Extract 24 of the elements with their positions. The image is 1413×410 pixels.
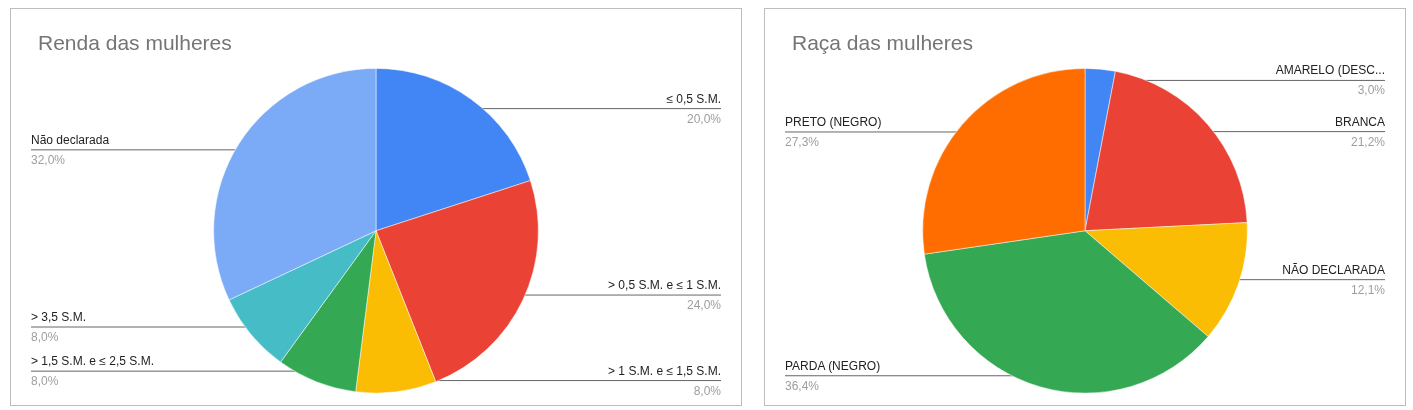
slice-label: AMARELO (DESC...	[1275, 63, 1385, 78]
data-label: 12,1%	[1350, 282, 1386, 297]
chart-title: Renda das mulheres	[38, 31, 232, 54]
slice-label: > 3,5 S.M.	[31, 310, 87, 325]
slice-label: ≤ 0,5 S.M.	[666, 91, 721, 106]
slice-label: Não declarada	[31, 132, 110, 147]
slice-label: > 0,5 S.M. e ≤ 1 S.M.	[608, 278, 721, 293]
slice-label: > 1 S.M. e ≤ 1,5 S.M.	[608, 363, 721, 378]
slice-label: BRANCA	[1334, 114, 1385, 129]
data-label: 8,0%	[31, 330, 59, 345]
data-label: 8,0%	[693, 383, 722, 398]
slice-label: > 1,5 S.M. e ≤ 2,5 S.M.	[31, 354, 154, 369]
data-label: 20,0%	[686, 111, 722, 126]
data-label: 21,2%	[1350, 134, 1386, 149]
slice-label: PARDA (NEGRO)	[785, 358, 881, 373]
data-label: 27,3%	[785, 134, 820, 149]
data-label: 24,0%	[686, 298, 722, 313]
slice-label: PRETO (NEGRO)	[785, 114, 882, 129]
data-label: 8,0%	[31, 374, 59, 389]
data-label: 32,0%	[31, 152, 66, 167]
slice-label: NÃO DECLARADA	[1282, 262, 1385, 277]
data-label: 36,4%	[785, 378, 820, 393]
data-label: 3,0%	[1357, 83, 1386, 98]
chart-title: Raça das mulheres	[792, 31, 973, 54]
